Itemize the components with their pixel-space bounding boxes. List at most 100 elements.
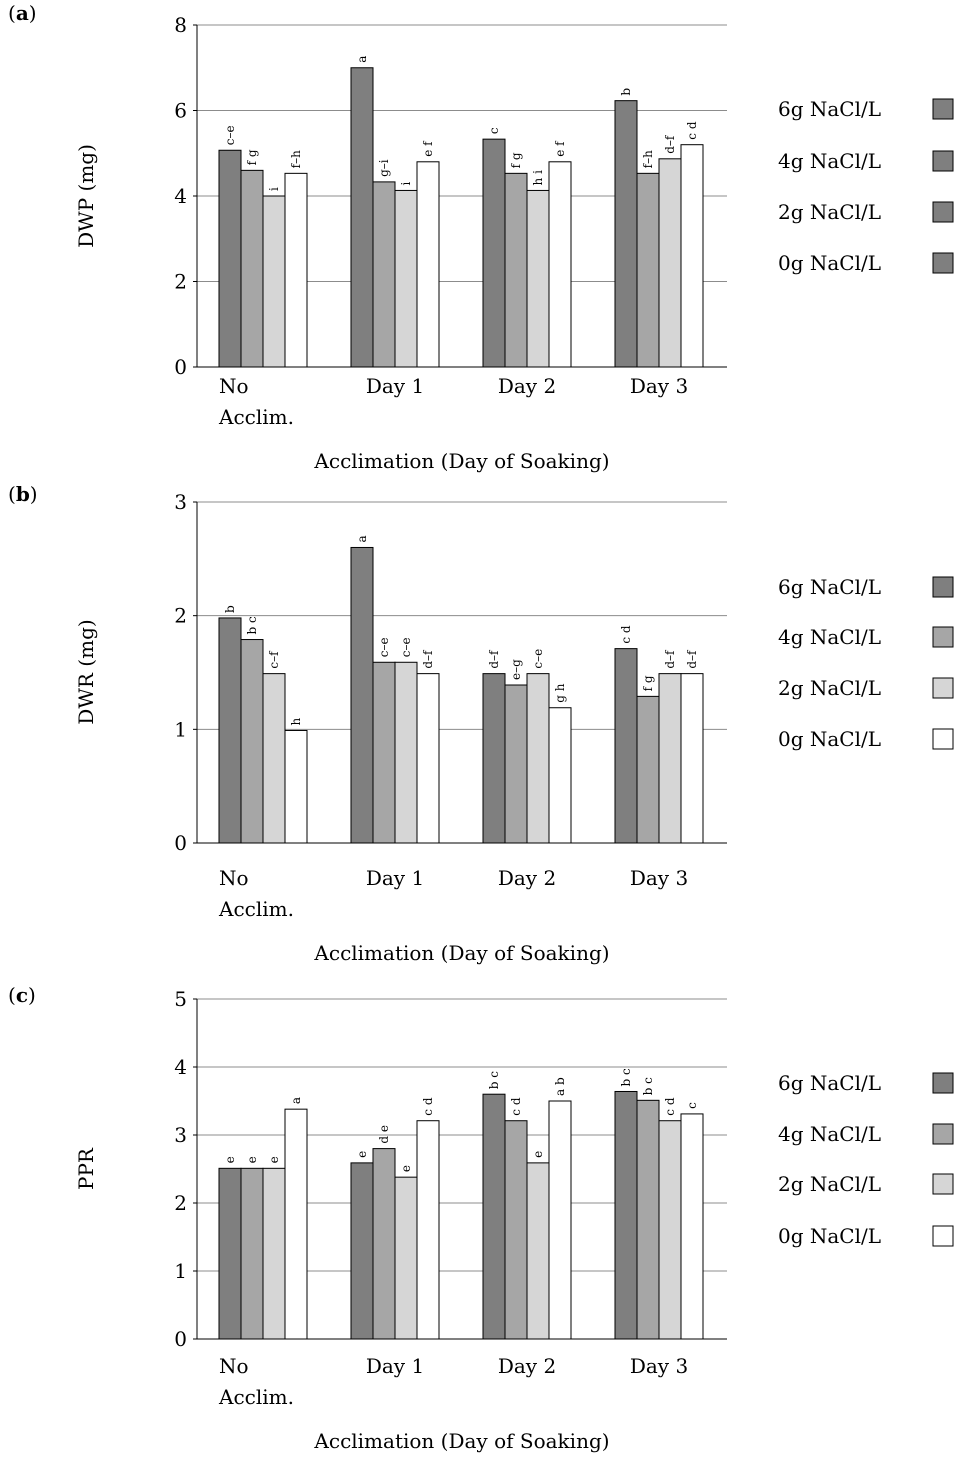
legend-label: 6g NaCl/L — [778, 97, 881, 121]
bar — [680, 1113, 704, 1340]
bar — [636, 1099, 660, 1340]
data-label: a b — [553, 1077, 567, 1096]
legend-swatch — [932, 728, 954, 750]
legend-swatch — [932, 98, 954, 120]
bar — [548, 1100, 572, 1340]
bar — [350, 1162, 374, 1340]
legend-label: 4g NaCl/L — [778, 149, 881, 173]
y-tick-label: 5 — [174, 987, 187, 1011]
data-label: b c — [487, 1071, 501, 1089]
bar — [548, 161, 572, 368]
legend-swatch — [932, 1072, 954, 1094]
bar — [218, 1167, 242, 1340]
data-label: c d — [619, 625, 633, 644]
data-label: h i — [531, 170, 545, 186]
y-tick-label: 2 — [174, 270, 187, 294]
x-tick-label: Day 1 — [366, 374, 424, 398]
y-tick-label: 2 — [174, 1191, 187, 1215]
bar — [350, 546, 374, 844]
bar — [614, 100, 638, 368]
legend-label: 0g NaCl/L — [778, 251, 881, 275]
x-tick-label: Day 3 — [630, 374, 688, 398]
data-label: e — [267, 1156, 281, 1163]
panel-label: (c) — [8, 983, 36, 1007]
bar — [636, 172, 660, 368]
legend-label: 2g NaCl/L — [778, 1172, 881, 1196]
y-tick-label: 0 — [174, 355, 187, 379]
data-label: e — [399, 1165, 413, 1172]
y-axis-label: DWP (mg) — [74, 144, 98, 248]
data-label: i — [399, 181, 413, 185]
legend-label: 6g NaCl/L — [778, 575, 881, 599]
data-label: c–f — [267, 650, 281, 669]
legend-swatch — [932, 626, 954, 648]
bar — [218, 617, 242, 844]
y-axis-label: DWR (mg) — [74, 619, 98, 724]
data-label: d–f — [663, 134, 677, 154]
x-tick-label: Day 2 — [498, 1354, 556, 1378]
x-tick-label: Acclim. — [218, 405, 294, 429]
bar — [504, 172, 528, 368]
legend-swatch — [932, 1173, 954, 1195]
bar — [262, 673, 286, 844]
data-label: d–f — [663, 649, 677, 669]
x-tick-label: Day 2 — [498, 374, 556, 398]
y-axis-label: PPR — [74, 1147, 98, 1190]
bar — [372, 661, 396, 844]
data-label: d–f — [685, 649, 699, 669]
x-tick-label: Day 3 — [630, 866, 688, 890]
x-tick-label: Day 1 — [366, 1354, 424, 1378]
data-label: b — [223, 605, 237, 613]
y-tick-label: 4 — [174, 184, 187, 208]
data-label: f g — [641, 675, 655, 691]
bar — [658, 158, 682, 368]
data-label: e — [355, 1151, 369, 1158]
chart-panel-b: (b) 0 1 2 3 b a d–f c d b c c–e e–g f g c–f c–e c–e d–f h… — [8, 482, 954, 965]
panel-label: (a) — [8, 1, 37, 25]
bar — [240, 169, 264, 368]
legend: 6g NaCl/L 4g NaCl/L 2g NaCl/L 0g NaCl/L — [778, 1071, 954, 1248]
data-label: g h — [553, 683, 567, 702]
data-label: b c — [619, 1068, 633, 1086]
y-tick-label: 0 — [174, 1327, 187, 1351]
y-tick-label: 3 — [174, 490, 187, 514]
legend-label: 0g NaCl/L — [778, 1224, 881, 1248]
x-tick-label: Day 2 — [498, 866, 556, 890]
data-label: d–f — [487, 649, 501, 669]
x-tick-label: Acclim. — [218, 897, 294, 921]
bar — [240, 639, 264, 844]
bar — [394, 189, 418, 368]
bar — [680, 144, 704, 368]
data-label: c–e — [223, 125, 237, 145]
bar — [240, 1167, 264, 1340]
bar — [482, 1093, 506, 1340]
data-label: b c — [245, 616, 259, 634]
data-label: e — [223, 1156, 237, 1163]
bar — [262, 195, 286, 368]
x-tick-label: No — [219, 374, 249, 398]
data-label: f g — [509, 152, 523, 168]
x-tick-label: No — [219, 1354, 249, 1378]
legend-swatch — [932, 201, 954, 223]
legend-swatch — [932, 1225, 954, 1247]
legend-label: 4g NaCl/L — [778, 625, 881, 649]
bar — [636, 695, 660, 844]
x-tick-label: Day 3 — [630, 1354, 688, 1378]
data-label: f–h — [289, 150, 303, 168]
bar — [284, 172, 308, 368]
bar — [416, 1120, 440, 1340]
data-label: a — [289, 1097, 303, 1104]
data-label: i — [267, 187, 281, 191]
x-tick-label: Acclim. — [218, 1385, 294, 1409]
data-label: c d — [421, 1097, 435, 1116]
data-label: d–f — [421, 649, 435, 669]
bar — [416, 673, 440, 844]
legend-label: 0g NaCl/L — [778, 727, 881, 751]
y-tick-label: 3 — [174, 1123, 187, 1147]
data-label: b c — [641, 1077, 655, 1095]
bar — [394, 1176, 418, 1340]
bar — [658, 1120, 682, 1340]
bar — [372, 1148, 396, 1340]
data-label: a — [355, 56, 369, 63]
